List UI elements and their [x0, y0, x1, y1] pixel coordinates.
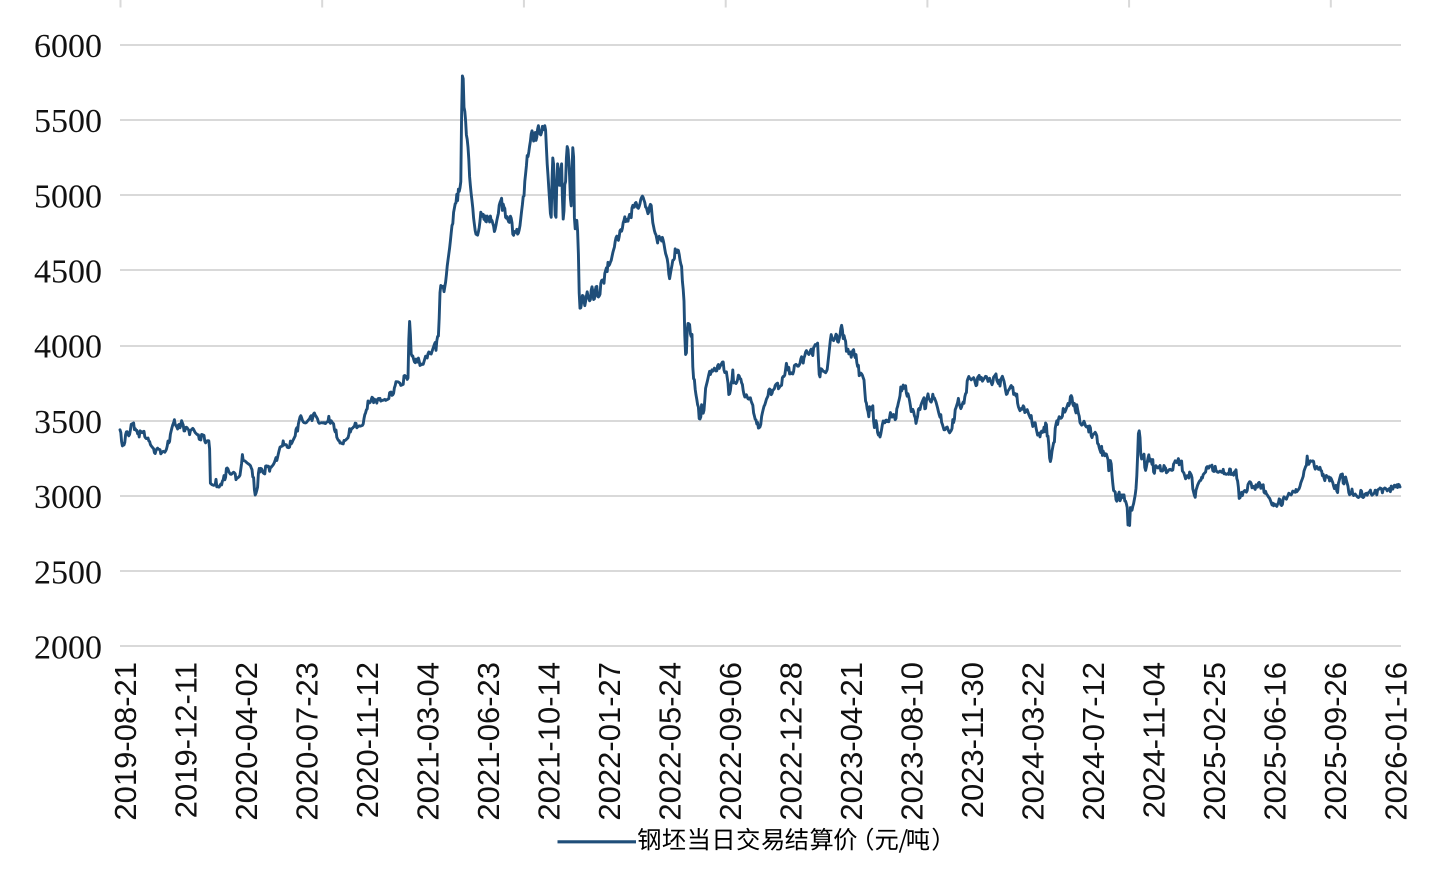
svg-text:2021-10-14: 2021-10-14	[531, 662, 566, 821]
svg-text:2022-09-06: 2022-09-06	[713, 662, 748, 821]
svg-text:2026-01-16: 2026-01-16	[1379, 662, 1414, 821]
svg-text:2020-11-12: 2020-11-12	[350, 662, 385, 818]
svg-text:5500: 5500	[34, 103, 102, 140]
svg-text:2023-08-10: 2023-08-10	[895, 662, 930, 821]
svg-text:2021-03-04: 2021-03-04	[410, 662, 445, 821]
svg-text:2021-06-23: 2021-06-23	[471, 662, 506, 821]
svg-text:2025-02-25: 2025-02-25	[1197, 662, 1232, 821]
svg-text:2024-03-22: 2024-03-22	[1016, 662, 1051, 821]
svg-text:2025-09-26: 2025-09-26	[1318, 662, 1353, 821]
svg-text:2024-07-12: 2024-07-12	[1076, 662, 1111, 821]
svg-text:4500: 4500	[34, 254, 102, 291]
svg-text:2024-11-04: 2024-11-04	[1137, 662, 1172, 818]
svg-text:3000: 3000	[34, 479, 102, 516]
svg-text:2022-12-28: 2022-12-28	[774, 662, 809, 821]
svg-text:2023-11-30: 2023-11-30	[955, 662, 990, 818]
svg-text:6000: 6000	[34, 28, 102, 65]
svg-text:2019-12-11: 2019-12-11	[168, 662, 203, 818]
svg-text:2022-05-24: 2022-05-24	[653, 662, 688, 821]
svg-text:3500: 3500	[34, 404, 102, 441]
svg-text:2023-04-21: 2023-04-21	[834, 662, 869, 821]
svg-text:2019-08-21: 2019-08-21	[108, 662, 143, 821]
svg-text:2500: 2500	[34, 554, 102, 591]
svg-text:2022-01-27: 2022-01-27	[592, 662, 627, 821]
svg-text:4000: 4000	[34, 329, 102, 366]
svg-text:2020-04-02: 2020-04-02	[229, 662, 264, 821]
svg-text:5000: 5000	[34, 178, 102, 215]
svg-text:2025-06-16: 2025-06-16	[1258, 662, 1293, 821]
svg-text:2000: 2000	[34, 630, 102, 667]
svg-text:2020-07-23: 2020-07-23	[289, 662, 324, 821]
